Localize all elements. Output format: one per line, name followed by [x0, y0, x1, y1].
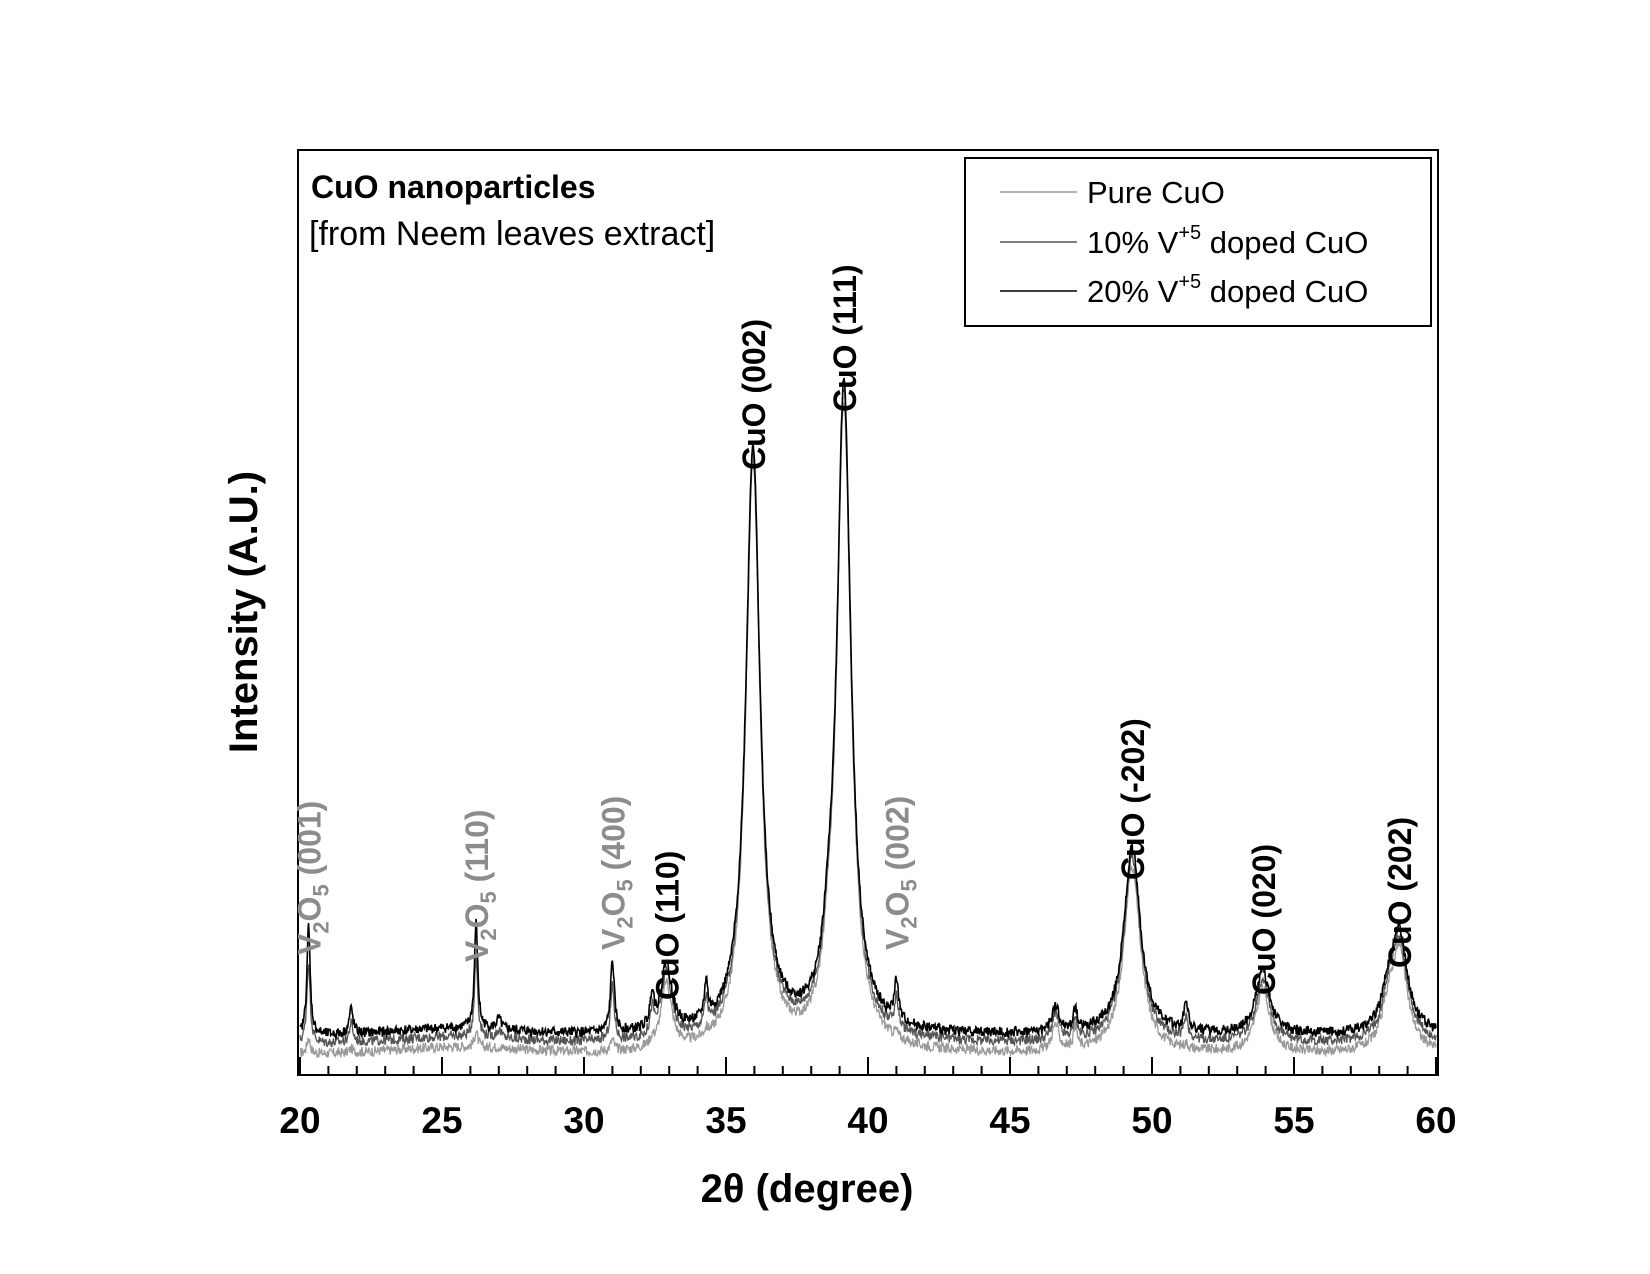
- legend-label-10: 10% V+5 doped CuO: [1087, 222, 1368, 260]
- x-tick-label: 20: [279, 1100, 320, 1141]
- peak-label-layer: V2O5 (001)V2O5 (110)V2O5 (400)V2O5 (002)…: [292, 264, 1419, 1000]
- cuo-peak-label: CuO (002): [736, 319, 772, 470]
- v2o5-peak-label: V2O5 (110): [459, 809, 501, 962]
- series-line: [299, 401, 1437, 1059]
- v2o5-label-part: O: [879, 892, 915, 917]
- v2o5-label-part: (400): [595, 796, 631, 880]
- x-axis: 20 25 30 35 40 45 50 55 60: [279, 1057, 1457, 1141]
- annotation-subtitle: [from Neem leaves extract]: [309, 215, 715, 253]
- legend-label-20-sup: +5: [1178, 271, 1201, 293]
- v2o5-label-part: O: [292, 897, 328, 922]
- series-layer: [299, 377, 1437, 1059]
- legend-label-10-suffix: doped CuO: [1201, 225, 1368, 260]
- x-tick-label: 60: [1415, 1100, 1456, 1141]
- x-tick-label: 40: [847, 1100, 888, 1141]
- legend-label-pure: Pure CuO: [1087, 175, 1225, 210]
- legend-label-20: 20% V+5 doped CuO: [1087, 271, 1368, 309]
- x-tick-label: 45: [989, 1100, 1030, 1141]
- v2o5-peak-label: V2O5 (002): [879, 796, 921, 950]
- v2o5-label-part: V: [595, 928, 631, 950]
- legend-label-20-prefix: 20% V: [1087, 274, 1179, 309]
- legend-label-10-prefix: 10% V: [1087, 225, 1179, 260]
- v2o5-label-part: 5: [309, 884, 334, 896]
- cuo-peak-label: CuO (202): [1382, 817, 1418, 968]
- v2o5-label-part: 2: [612, 916, 637, 928]
- v2o5-label-part: O: [595, 892, 631, 917]
- x-tick-label: 25: [421, 1100, 462, 1141]
- legend-label-20-suffix: doped CuO: [1201, 274, 1368, 309]
- x-axis-title: 2θ (degree): [701, 1167, 914, 1211]
- x-tick-label: 55: [1273, 1100, 1314, 1141]
- v2o5-label-part: 5: [896, 879, 921, 891]
- v2o5-label-part: (001): [292, 801, 328, 885]
- x-tick-label: 35: [705, 1100, 746, 1141]
- v2o5-label-part: V: [879, 928, 915, 950]
- v2o5-label-part: 2: [309, 921, 334, 933]
- v2o5-label-part: (002): [879, 796, 915, 880]
- y-axis-title: Intensity (A.U.): [222, 471, 266, 753]
- x-tick-label: 50: [1131, 1100, 1172, 1141]
- legend: Pure CuO 10% V+5 doped CuO 20% V+5 doped…: [964, 157, 1432, 327]
- cuo-peak-label: CuO (020): [1246, 844, 1282, 995]
- v2o5-label-part: 5: [476, 891, 501, 903]
- annotation-title: CuO nanoparticles: [311, 169, 596, 205]
- legend-label-10-sup: +5: [1178, 222, 1201, 244]
- v2o5-peak-label: V2O5 (001): [292, 801, 334, 955]
- series-line: [299, 377, 1437, 1041]
- v2o5-label-part: 2: [896, 916, 921, 928]
- x-tick-label: 30: [563, 1100, 604, 1141]
- v2o5-label-part: (110): [459, 809, 495, 891]
- cuo-peak-label: CuO (111): [827, 264, 863, 412]
- cuo-peak-label: CuO (110): [649, 851, 685, 1000]
- v2o5-label-part: O: [459, 904, 495, 929]
- v2o5-label-part: 5: [612, 879, 637, 891]
- cuo-peak-label: CuO (-202): [1115, 718, 1151, 880]
- v2o5-label-part: V: [292, 933, 328, 955]
- v2o5-label-part: 2: [476, 928, 501, 940]
- v2o5-peak-label: V2O5 (400): [595, 796, 637, 950]
- v2o5-label-part: V: [459, 940, 495, 962]
